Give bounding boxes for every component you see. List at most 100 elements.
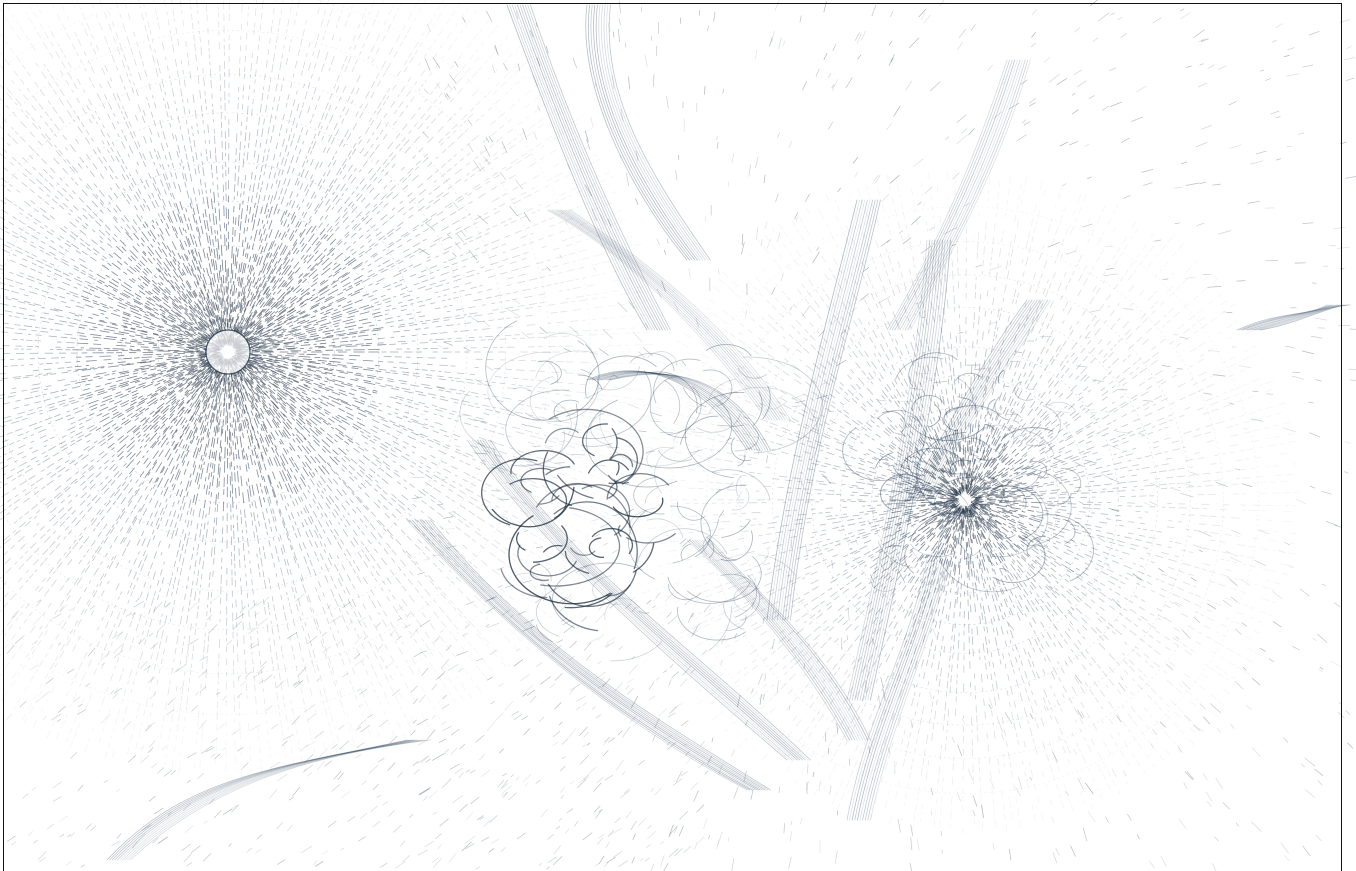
ray-dash: [184, 384, 191, 390]
ray-dash: [537, 391, 545, 393]
ray-dash: [576, 391, 586, 394]
ray-dash: [4, 644, 8, 649]
ray-dash: [117, 596, 120, 600]
ray-dash: [138, 518, 143, 524]
ray-dash: [251, 356, 264, 361]
ray-dash: [127, 444, 135, 453]
ray-dash: [0, 465, 9, 470]
ray-dash: [106, 506, 112, 514]
ray-dash: [107, 377, 116, 381]
ray-dash: [144, 554, 148, 562]
ray-dash: [256, 469, 259, 478]
ray-dash: [265, 390, 269, 394]
ray-dash: [608, 497, 614, 501]
ray-dash: [8, 315, 13, 317]
ray-dash: [153, 644, 156, 649]
ray-dash: [262, 423, 268, 434]
ray-dash: [541, 403, 550, 406]
ray-dash: [159, 731, 162, 739]
ray-dash: [58, 440, 66, 445]
ray-dash: [114, 488, 121, 497]
ray-dash: [269, 359, 279, 362]
ray-dash: [281, 376, 286, 380]
ray-dash: [353, 611, 358, 618]
ray-dash: [409, 610, 415, 618]
ray-dash: [285, 714, 288, 723]
ray-dash: [173, 510, 177, 518]
ray-dash: [411, 718, 415, 724]
ray-dash: [306, 446, 312, 453]
ray-dash: [88, 316, 94, 319]
ray-dash: [405, 659, 408, 664]
ray-dash: [204, 413, 207, 418]
ray-dash: [339, 652, 342, 657]
ray-dash: [125, 517, 129, 523]
ray-dash: [197, 411, 202, 422]
ray-dash: [241, 408, 244, 415]
ray-dash: [249, 369, 254, 374]
ray-dash: [277, 376, 283, 381]
ray-dash: [109, 384, 117, 388]
ray-dash: [109, 306, 114, 309]
ray-dash: [323, 543, 327, 547]
ray-dash: [277, 365, 289, 370]
ray-dash: [109, 527, 115, 535]
ray-dash: [182, 606, 184, 612]
ray-dash: [261, 390, 267, 396]
ray-dash: [11, 297, 19, 301]
ray-dash: [300, 510, 303, 515]
ray-dash: [268, 381, 278, 389]
ray-dash: [165, 399, 172, 405]
ray-dash: [179, 432, 184, 440]
ray-dash: [455, 392, 462, 395]
ray-dash: [301, 378, 311, 383]
ray-dash: [580, 415, 585, 417]
ray-dash: [445, 661, 451, 668]
ray-dash: [129, 733, 133, 743]
ray-dash: [113, 555, 117, 560]
ray-dash: [272, 508, 275, 514]
ray-dash: [464, 394, 471, 396]
ray-dash: [237, 371, 243, 381]
ray-dash: [422, 652, 428, 659]
ray-dash: [252, 589, 254, 595]
ray-dash: [258, 651, 261, 657]
ray-dash: [260, 407, 265, 415]
ray-dash: [170, 344, 174, 346]
ray-dash: [171, 530, 175, 539]
ray-dash: [356, 408, 366, 413]
ray-dash: [318, 520, 323, 528]
ray-dash: [412, 375, 420, 377]
ray-dash: [142, 455, 145, 459]
ray-dash: [206, 421, 209, 427]
ray-dash: [113, 536, 118, 543]
ray-dash: [264, 708, 267, 715]
ray-dash: [202, 510, 205, 519]
ray-dash: [59, 584, 65, 592]
ray-dash: [424, 405, 429, 408]
ray-dash: [541, 546, 546, 550]
ray-dash: [356, 648, 360, 656]
ray-dash: [524, 460, 532, 464]
ray-dash: [608, 436, 615, 439]
ray-dash: [68, 546, 72, 550]
ray-dash: [309, 607, 313, 612]
ray-dash: [176, 345, 183, 347]
ray-dash: [190, 402, 195, 409]
ray-dash: [566, 426, 571, 429]
ray-dash: [556, 540, 560, 543]
ray-dash: [180, 450, 185, 459]
ray-dash: [298, 642, 302, 651]
ray-dash: [52, 570, 56, 574]
ray-dash: [104, 382, 112, 385]
ray-dash: [389, 420, 396, 424]
ray-dash: [274, 379, 281, 384]
ray-dash: [96, 584, 99, 588]
ray-dash: [427, 575, 435, 582]
ray-dash: [150, 441, 157, 449]
ray-dash: [454, 554, 459, 559]
ray-dash: [345, 406, 353, 411]
ray-dash: [440, 395, 446, 398]
ray-dash: [312, 510, 318, 518]
